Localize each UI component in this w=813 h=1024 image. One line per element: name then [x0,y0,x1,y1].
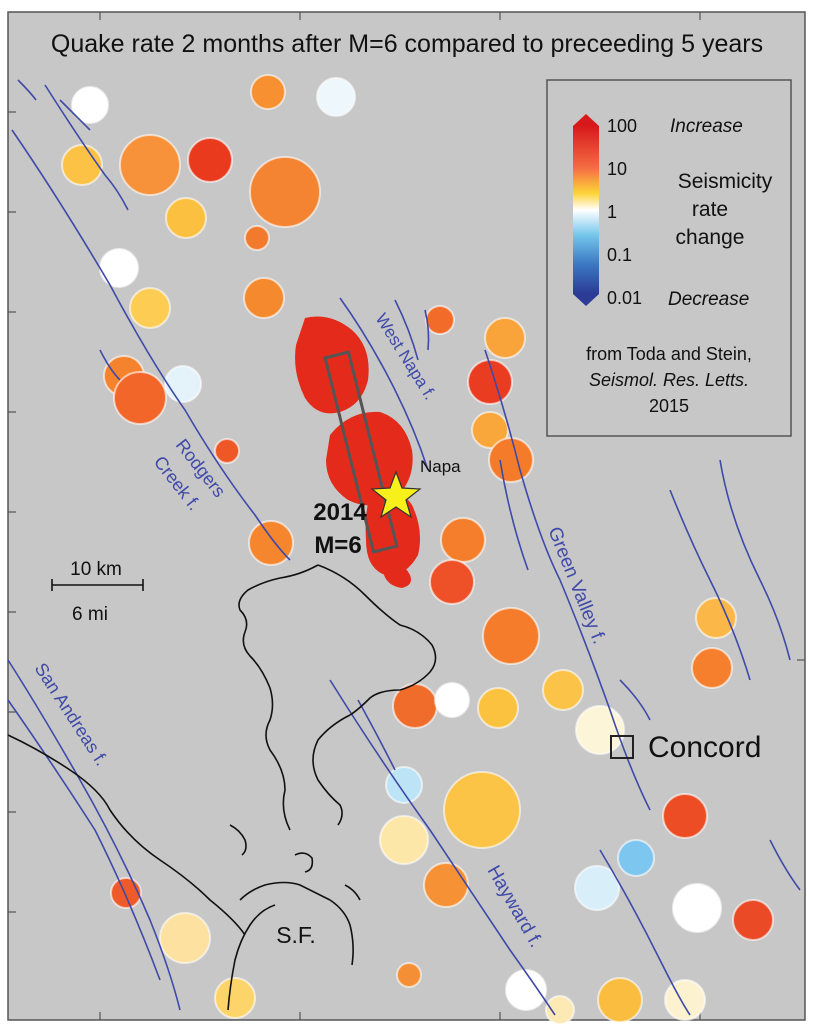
legend-tick-100: 100 [607,116,637,136]
legend-tick-10: 10 [607,159,627,179]
rupture-box [323,350,399,554]
legend-tick-0-1: 0.1 [607,245,632,265]
legend-increase: Increase [670,116,743,137]
colorbar-top-arrow [573,114,599,126]
epicenter-star-icon [370,470,422,519]
seismicity-cells [61,74,774,1024]
place-napa: Napa [420,457,461,476]
legend-tick-1: 1 [607,202,617,222]
legend-credit-1: from Toda and Stein, [586,344,752,364]
place-sf: S.F. [276,922,316,948]
frame-ticks [8,12,805,1020]
fault-lines [7,79,801,1016]
colorbar-bottom-arrow [573,294,599,306]
legend-label-line2: rate [692,198,728,221]
legend-credit-3: 2015 [649,396,689,416]
map-title: Quake rate 2 months after M=6 compared t… [51,30,763,58]
colorbar [573,126,599,294]
scale-mi: 6 mi [72,604,108,625]
legend-tick-0-01: 0.01 [607,288,642,308]
coastline [7,564,437,1011]
scale-bar: 10 km 6 mi [51,559,144,625]
event-year: 2014 [313,499,367,526]
concord-marker-icon [610,735,634,759]
legend-label-line1: Seismicity [678,170,773,193]
event-magnitude: M=6 [314,532,361,559]
legend-label-line3: change [676,226,745,249]
legend-decrease: Decrease [668,289,749,310]
legend-credit-2: Seismol. Res. Letts. [589,370,749,390]
legend: 100 10 1 0.1 0.01 Increase Decrease Seis… [546,79,792,437]
scale-km: 10 km [70,559,122,580]
place-concord: Concord [648,731,761,764]
